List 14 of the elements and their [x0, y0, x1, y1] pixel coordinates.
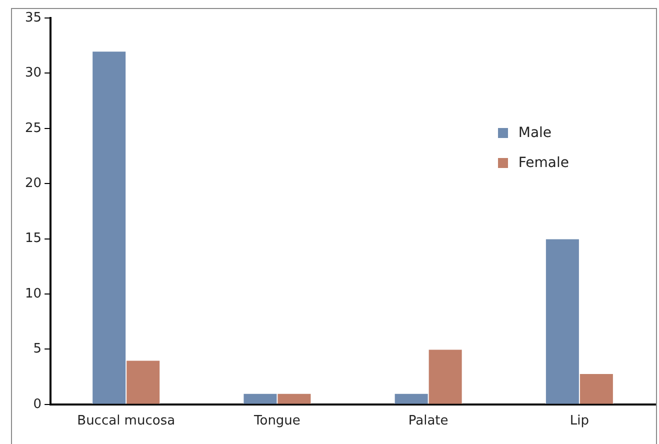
y-tick-label: 15	[24, 231, 42, 246]
y-tick-label: 30	[24, 66, 42, 81]
y-tick-label: 0	[33, 396, 42, 412]
x-tick-label: Palate	[408, 414, 448, 429]
y-tick-label: 35	[24, 10, 42, 26]
legend-label: Female	[518, 155, 569, 171]
legend-label: Male	[518, 125, 552, 141]
x-tick-label: Lip	[570, 414, 589, 429]
y-tick-label: 5	[33, 342, 42, 357]
y-tick-label: 20	[24, 176, 42, 191]
x-tick-label: Tongue	[253, 414, 300, 429]
y-tick-label: 10	[24, 286, 42, 302]
y-tick-label: 25	[24, 120, 42, 136]
x-tick-label: Buccal mucosa	[77, 414, 176, 429]
